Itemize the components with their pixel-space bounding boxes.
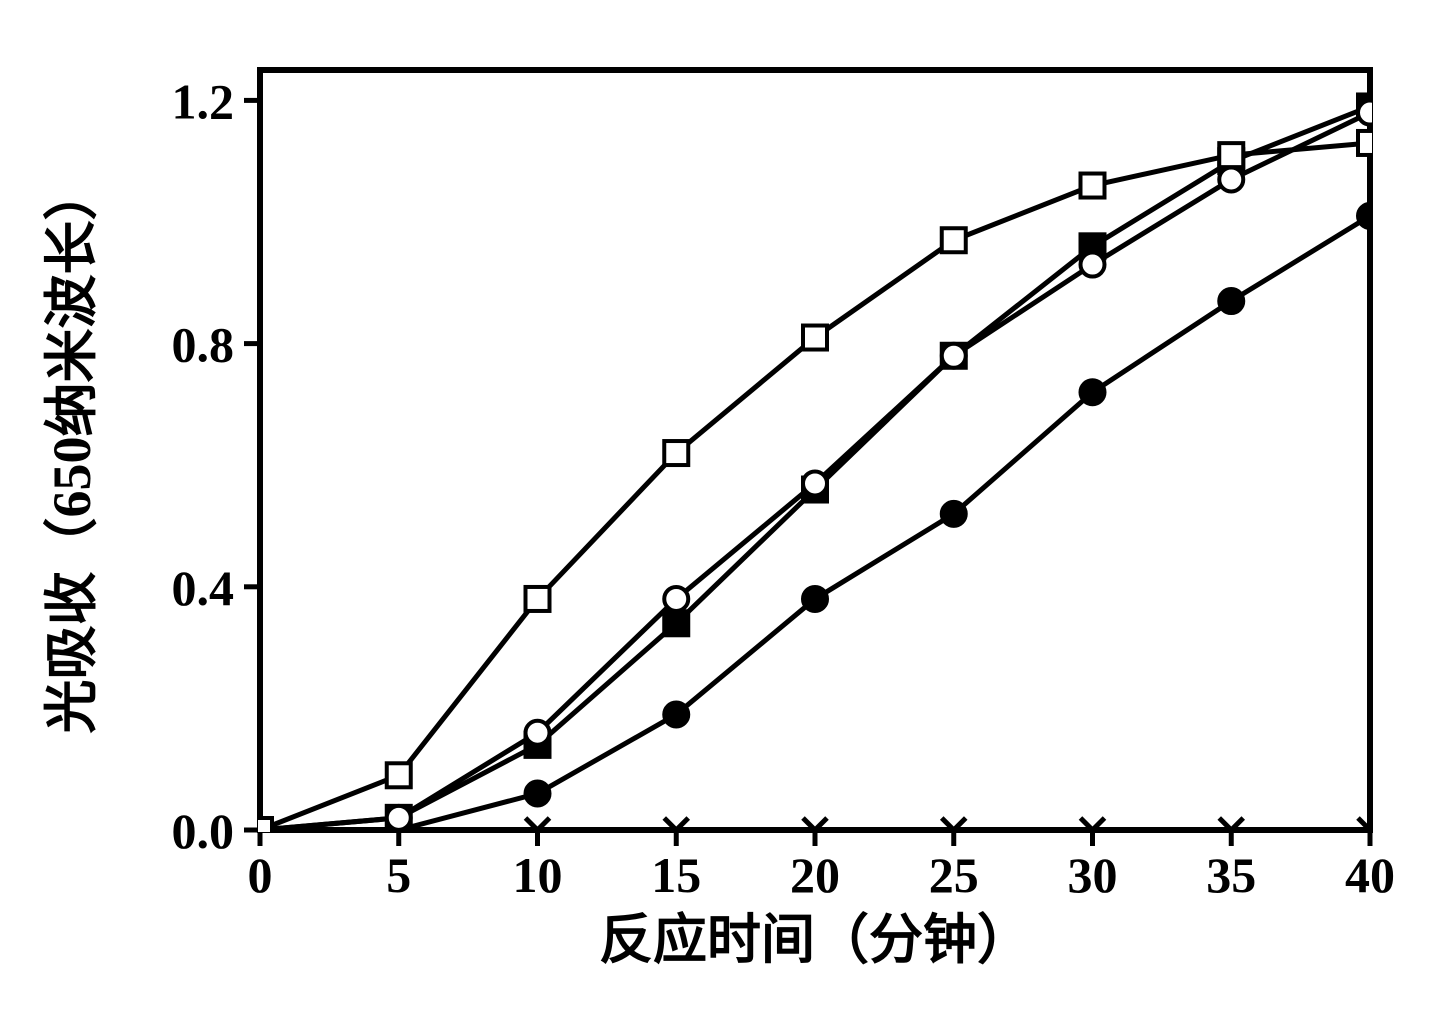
marker-open-square [803,326,827,350]
marker-open-square [526,587,550,611]
x-tick-label: 40 [1345,847,1395,903]
marker-open-square [387,763,411,787]
marker-open-square [1081,174,1105,198]
x-tick-label: 15 [651,847,701,903]
marker-filled-circle [1081,380,1105,404]
marker-open-circle [803,471,827,495]
marker-open-circle [1081,253,1105,277]
x-tick-label: 5 [386,847,411,903]
y-tick-label: 0.4 [172,560,235,616]
marker-filled-circle [664,702,688,726]
marker-filled-square [664,611,688,635]
marker-open-square [942,228,966,252]
marker-open-circle [526,721,550,745]
figure-container: 0.0 0.4 0.8 1.2 0 5 10 15 20 25 30 35 40 反应时间（分钟） 光吸收（… [0,0,1436,1020]
marker-open-circle [387,806,411,830]
y-tick-label: 0.8 [172,317,235,373]
marker-open-circle [942,344,966,368]
x-tick-label: 0 [248,847,273,903]
marker-open-circle [664,587,688,611]
chart-svg: 0.0 0.4 0.8 1.2 0 5 10 15 20 25 30 35 40 反应时间（分钟） 光吸收（… [0,0,1436,1020]
marker-open-square [1219,143,1243,167]
y-tick-label: 0.0 [172,803,235,859]
x-tick-label: 20 [790,847,840,903]
marker-filled-circle [942,502,966,526]
marker-filled-circle [803,587,827,611]
y-axis-label: 光吸收（650纳米波长） [42,167,102,734]
x-tick-label: 10 [513,847,563,903]
x-tick-label: 30 [1068,847,1118,903]
marker-filled-circle [1219,289,1243,313]
x-tick-label: 35 [1206,847,1256,903]
marker-filled-circle [526,782,550,806]
marker-open-square [664,441,688,465]
marker-open-circle [1219,167,1243,191]
x-tick-label: 25 [929,847,979,903]
y-tick-label: 1.2 [172,73,235,129]
x-axis-label: 反应时间（分钟） [599,910,1031,970]
